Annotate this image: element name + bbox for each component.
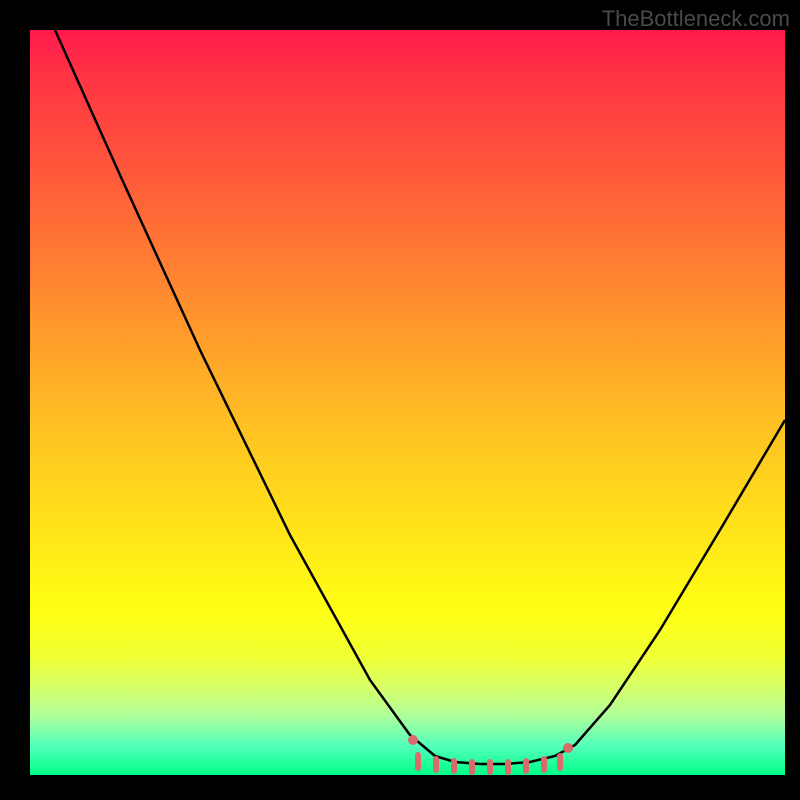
marker-dot — [408, 735, 418, 745]
marker-dot — [563, 743, 573, 753]
watermark-text: TheBottleneck.com — [602, 6, 790, 32]
chart-svg — [0, 0, 800, 800]
bottleneck-curve — [55, 30, 785, 764]
